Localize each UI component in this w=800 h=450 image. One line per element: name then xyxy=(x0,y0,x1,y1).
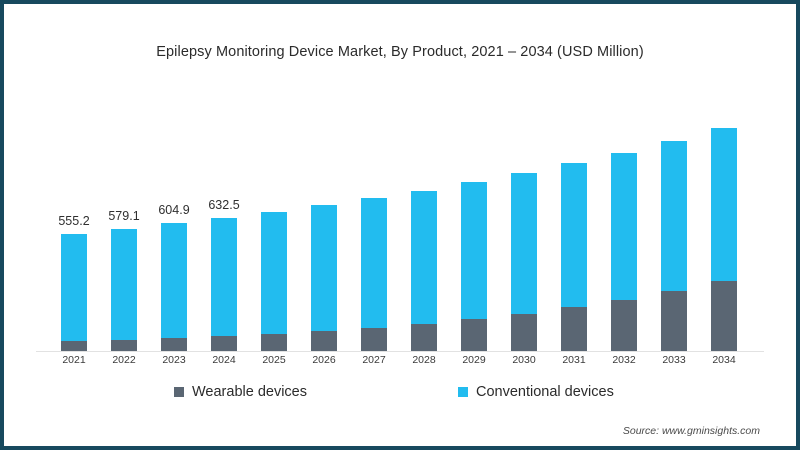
x-axis-tick-2024: 2024 xyxy=(212,354,236,366)
bar-group-2026[interactable] xyxy=(311,205,337,351)
bar-segment-wearable-2031[interactable] xyxy=(561,307,587,351)
x-axis-tick-2031: 2031 xyxy=(562,354,586,366)
x-axis-tick-2023: 2023 xyxy=(162,354,186,366)
bar-group-2021[interactable]: 555.2 xyxy=(58,214,90,351)
bar-group-2022[interactable]: 579.1 xyxy=(108,209,140,351)
x-axis-tick-2033: 2033 xyxy=(662,354,686,366)
x-axis-tick-2028: 2028 xyxy=(412,354,436,366)
bar-segment-conventional-2028[interactable] xyxy=(411,190,437,325)
bar-segment-wearable-2026[interactable] xyxy=(311,330,337,351)
x-axis-tick-2029: 2029 xyxy=(462,354,486,366)
bar-segment-wearable-2033[interactable] xyxy=(661,290,687,351)
bar-group-2030[interactable] xyxy=(511,173,537,351)
x-axis-line xyxy=(36,351,764,352)
x-axis-tick-2032: 2032 xyxy=(612,354,636,366)
bar-segment-conventional-2024[interactable] xyxy=(211,217,237,337)
bar-group-2029[interactable] xyxy=(461,182,487,351)
bar-segment-wearable-2021[interactable] xyxy=(61,341,87,351)
x-axis-tick-2025: 2025 xyxy=(262,354,286,366)
legend-item-wearable[interactable]: Wearable devices xyxy=(174,384,307,400)
bar-group-2028[interactable] xyxy=(411,190,437,351)
chart-canvas: Epilepsy Monitoring Device Market, By Pr… xyxy=(4,4,796,446)
bar-group-2024[interactable]: 632.5 xyxy=(208,198,240,351)
x-axis-tick-2026: 2026 xyxy=(312,354,336,366)
bar-segment-wearable-2024[interactable] xyxy=(211,336,237,351)
source-attribution: Source: www.gminsights.com xyxy=(622,425,760,437)
bar-segment-conventional-2022[interactable] xyxy=(111,228,137,340)
x-axis-tick-2034: 2034 xyxy=(712,354,736,366)
legend-swatch-conventional-icon xyxy=(458,387,468,397)
plot-area: 555.2 579.1 604.9 632.5 xyxy=(36,101,776,351)
bar-segment-conventional-2023[interactable] xyxy=(161,223,187,338)
bar-segment-conventional-2021[interactable] xyxy=(61,233,87,342)
bar-value-label-2024: 632.5 xyxy=(208,197,240,212)
chart-legend: Wearable devices Conventional devices xyxy=(6,384,794,408)
bar-segment-conventional-2026[interactable] xyxy=(311,205,337,331)
bar-group-2023[interactable]: 604.9 xyxy=(158,203,190,351)
bar-segment-wearable-2027[interactable] xyxy=(361,327,387,351)
bar-segment-conventional-2030[interactable] xyxy=(511,173,537,314)
bar-group-2034[interactable] xyxy=(711,128,737,351)
bar-group-2032[interactable] xyxy=(611,152,637,351)
x-axis-tick-2021: 2021 xyxy=(62,354,86,366)
x-axis-tick-2030: 2030 xyxy=(512,354,536,366)
bar-segment-conventional-2025[interactable] xyxy=(261,211,287,334)
bar-segment-wearable-2029[interactable] xyxy=(461,319,487,351)
bar-segment-wearable-2034[interactable] xyxy=(711,280,737,351)
bar-segment-wearable-2030[interactable] xyxy=(511,313,537,351)
bar-segment-conventional-2034[interactable] xyxy=(711,128,737,281)
bar-segment-wearable-2022[interactable] xyxy=(111,339,137,351)
bar-group-2033[interactable] xyxy=(661,141,687,351)
bar-segment-conventional-2031[interactable] xyxy=(561,163,587,308)
bar-segment-conventional-2033[interactable] xyxy=(661,141,687,291)
x-axis-tick-2027: 2027 xyxy=(362,354,386,366)
x-axis-tick-2022: 2022 xyxy=(112,354,136,366)
bar-segment-conventional-2032[interactable] xyxy=(611,152,637,300)
legend-label-wearable: Wearable devices xyxy=(192,384,307,400)
bar-segment-wearable-2032[interactable] xyxy=(611,299,637,351)
bar-group-2027[interactable] xyxy=(361,198,387,351)
bar-segment-wearable-2028[interactable] xyxy=(411,324,437,351)
legend-item-conventional[interactable]: Conventional devices xyxy=(458,384,614,400)
bar-value-label-2022: 579.1 xyxy=(108,208,140,223)
bar-value-label-2023: 604.9 xyxy=(158,203,190,218)
chart-title: Epilepsy Monitoring Device Market, By Pr… xyxy=(156,44,644,60)
bar-group-2031[interactable] xyxy=(561,163,587,351)
legend-swatch-wearable-icon xyxy=(174,387,184,397)
x-axis-labels: 2021 2022 2023 2024 2025 2026 2027 2028 2029 2030… xyxy=(36,354,776,374)
bar-segment-wearable-2023[interactable] xyxy=(161,337,187,351)
bar-value-label-2021: 555.2 xyxy=(58,213,90,228)
bar-segment-wearable-2025[interactable] xyxy=(261,333,287,351)
bar-group-2025[interactable] xyxy=(261,211,287,351)
bar-segment-conventional-2027[interactable] xyxy=(361,198,387,328)
legend-label-conventional: Conventional devices xyxy=(476,384,614,400)
bar-segment-conventional-2029[interactable] xyxy=(461,182,487,320)
